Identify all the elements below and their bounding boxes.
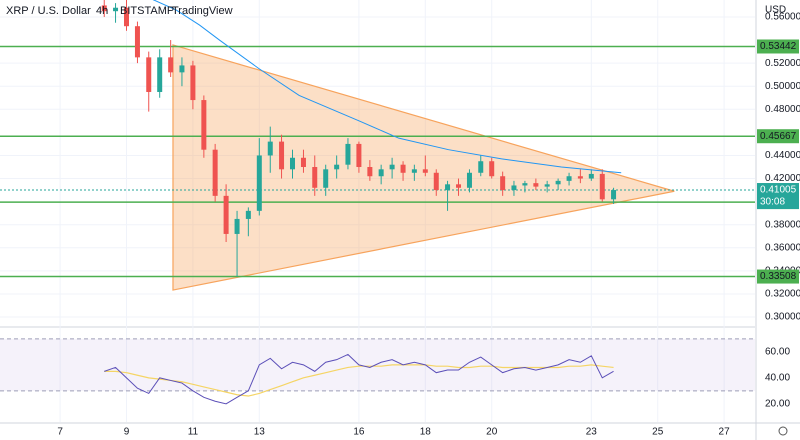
candle-body	[101, 5, 107, 12]
last-price-box	[757, 183, 799, 210]
rsi-tick-label: 20.00	[765, 398, 790, 409]
candle-body	[411, 169, 417, 173]
candle-body	[577, 176, 583, 179]
candle-body	[500, 176, 506, 191]
candle-body	[588, 173, 594, 179]
level-label-box	[757, 269, 799, 284]
settings-icon[interactable]	[778, 426, 788, 436]
x-tick-label: 18	[420, 427, 432, 438]
level-label-box	[757, 39, 799, 54]
candle-body	[113, 7, 119, 12]
candle-body	[300, 157, 306, 168]
x-tick-label: 7	[57, 427, 63, 438]
candle-body	[123, 7, 129, 27]
y-tick-label: 0.48000	[765, 104, 800, 115]
candle-body	[544, 184, 550, 187]
y-tick-label: 0.30000	[765, 312, 800, 323]
candle-body	[522, 183, 528, 186]
candle-body	[422, 169, 428, 173]
candle-body	[611, 190, 617, 200]
candle-body	[599, 173, 605, 200]
rsi-ma-line	[104, 364, 614, 397]
level-label: 0.45667	[760, 131, 797, 142]
exchange: BITSTAMP	[120, 5, 174, 17]
x-tick-label: 9	[124, 427, 130, 438]
x-tick-label: 11	[188, 427, 199, 438]
candle-body	[323, 169, 329, 188]
candle-body	[400, 164, 406, 173]
rsi-line	[104, 353, 614, 405]
candle-body	[356, 143, 362, 168]
candle-body	[201, 100, 207, 150]
x-tick-label: 23	[586, 427, 598, 438]
candle-body	[489, 161, 495, 177]
level-label: 0.33508	[760, 271, 797, 282]
candle-body	[433, 172, 439, 191]
candle-body	[445, 184, 451, 191]
candle-body	[555, 180, 561, 185]
x-tick-label: 25	[652, 427, 664, 438]
candle-body	[533, 183, 539, 187]
candle-body	[256, 155, 262, 211]
rsi-band	[0, 338, 755, 391]
candle-body	[367, 167, 373, 177]
candle-body	[146, 57, 152, 92]
candle-body	[234, 218, 240, 234]
triangle-pattern	[172, 44, 675, 291]
level-label: 0.53442	[760, 41, 797, 52]
candle-body	[190, 65, 196, 101]
candle-body	[466, 172, 472, 188]
candle-body	[511, 185, 517, 191]
candle-body	[378, 169, 384, 177]
candle-body	[223, 195, 229, 234]
interval: 4h	[96, 5, 108, 17]
moving-average	[152, 0, 622, 174]
candle-body	[290, 157, 296, 170]
last-price-label: 0.41005	[760, 185, 797, 196]
candle-body	[566, 176, 572, 181]
candle-body	[168, 57, 174, 73]
y-tick-label: 0.36000	[765, 242, 800, 253]
rsi-tick-label: 40.00	[765, 372, 790, 383]
y-tick-label: 0.32000	[765, 289, 800, 300]
candle-body	[334, 164, 340, 170]
y-tick-label: 0.50000	[765, 81, 800, 92]
countdown: 30:08	[760, 197, 785, 208]
source: TradingView	[172, 5, 233, 17]
candle-body	[212, 149, 218, 196]
candle-body	[345, 143, 351, 165]
rsi-tick-label: 60.00	[765, 347, 790, 358]
y-tick-label: 0.42000	[765, 173, 800, 184]
candle-body	[279, 141, 285, 170]
candle-body	[267, 141, 273, 156]
candle-body	[134, 26, 140, 58]
y-tick-label: 0.56000	[765, 12, 800, 23]
x-tick-label: 27	[719, 427, 731, 438]
x-tick-label: 16	[353, 427, 365, 438]
candle-body	[245, 210, 251, 219]
x-tick-label: 13	[254, 427, 266, 438]
candle-body	[456, 184, 462, 188]
symbol: XRP / U.S. Dollar	[6, 5, 91, 17]
candle-body	[179, 65, 185, 73]
y-tick-label: 0.52000	[765, 58, 800, 69]
y-tick-label: 0.38000	[765, 219, 800, 230]
candle-body	[312, 167, 318, 188]
x-tick-label: 20	[486, 427, 498, 438]
level-label-box	[757, 129, 799, 144]
candle-body	[478, 161, 484, 173]
currency: USD	[765, 5, 786, 16]
candle-body	[157, 57, 163, 92]
y-tick-label: 0.44000	[765, 150, 800, 161]
candle-body	[389, 164, 395, 170]
